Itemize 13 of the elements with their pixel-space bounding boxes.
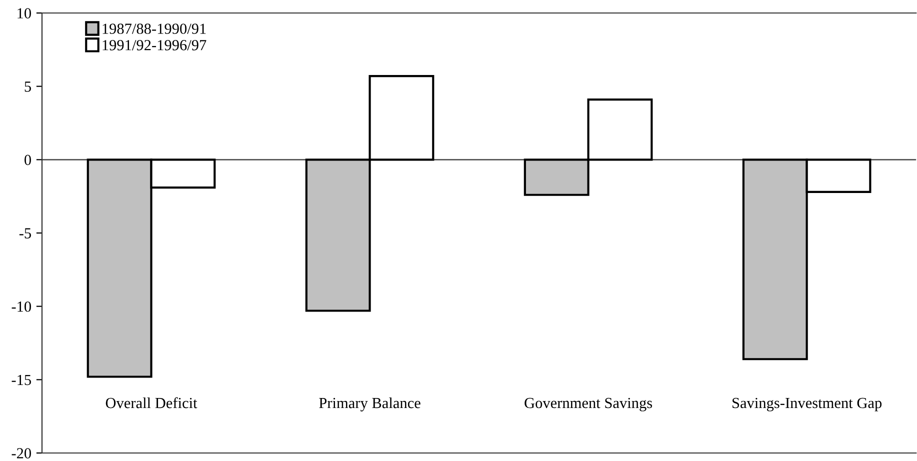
y-tick-label: -15 bbox=[12, 374, 31, 386]
y-tick-label: -20 bbox=[12, 448, 31, 458]
legend-label: 1987/88-1990/91 bbox=[102, 24, 206, 34]
y-tick-label: -5 bbox=[19, 228, 31, 238]
x-tick-label: Savings-Investment Gap bbox=[732, 398, 882, 412]
y-tick-label: -10 bbox=[12, 301, 31, 312]
x-tick-label: Primary Balance bbox=[319, 397, 420, 412]
y-tick-label: 10 bbox=[18, 8, 31, 18]
y-tick-label: 0 bbox=[24, 154, 31, 166]
y-tick-label: 5 bbox=[24, 82, 31, 92]
x-tick-label: Overall Deficit bbox=[106, 397, 198, 408]
x-tick-label: Government Savings bbox=[524, 398, 652, 412]
legend-label: 1991/92-1996/97 bbox=[102, 40, 206, 50]
